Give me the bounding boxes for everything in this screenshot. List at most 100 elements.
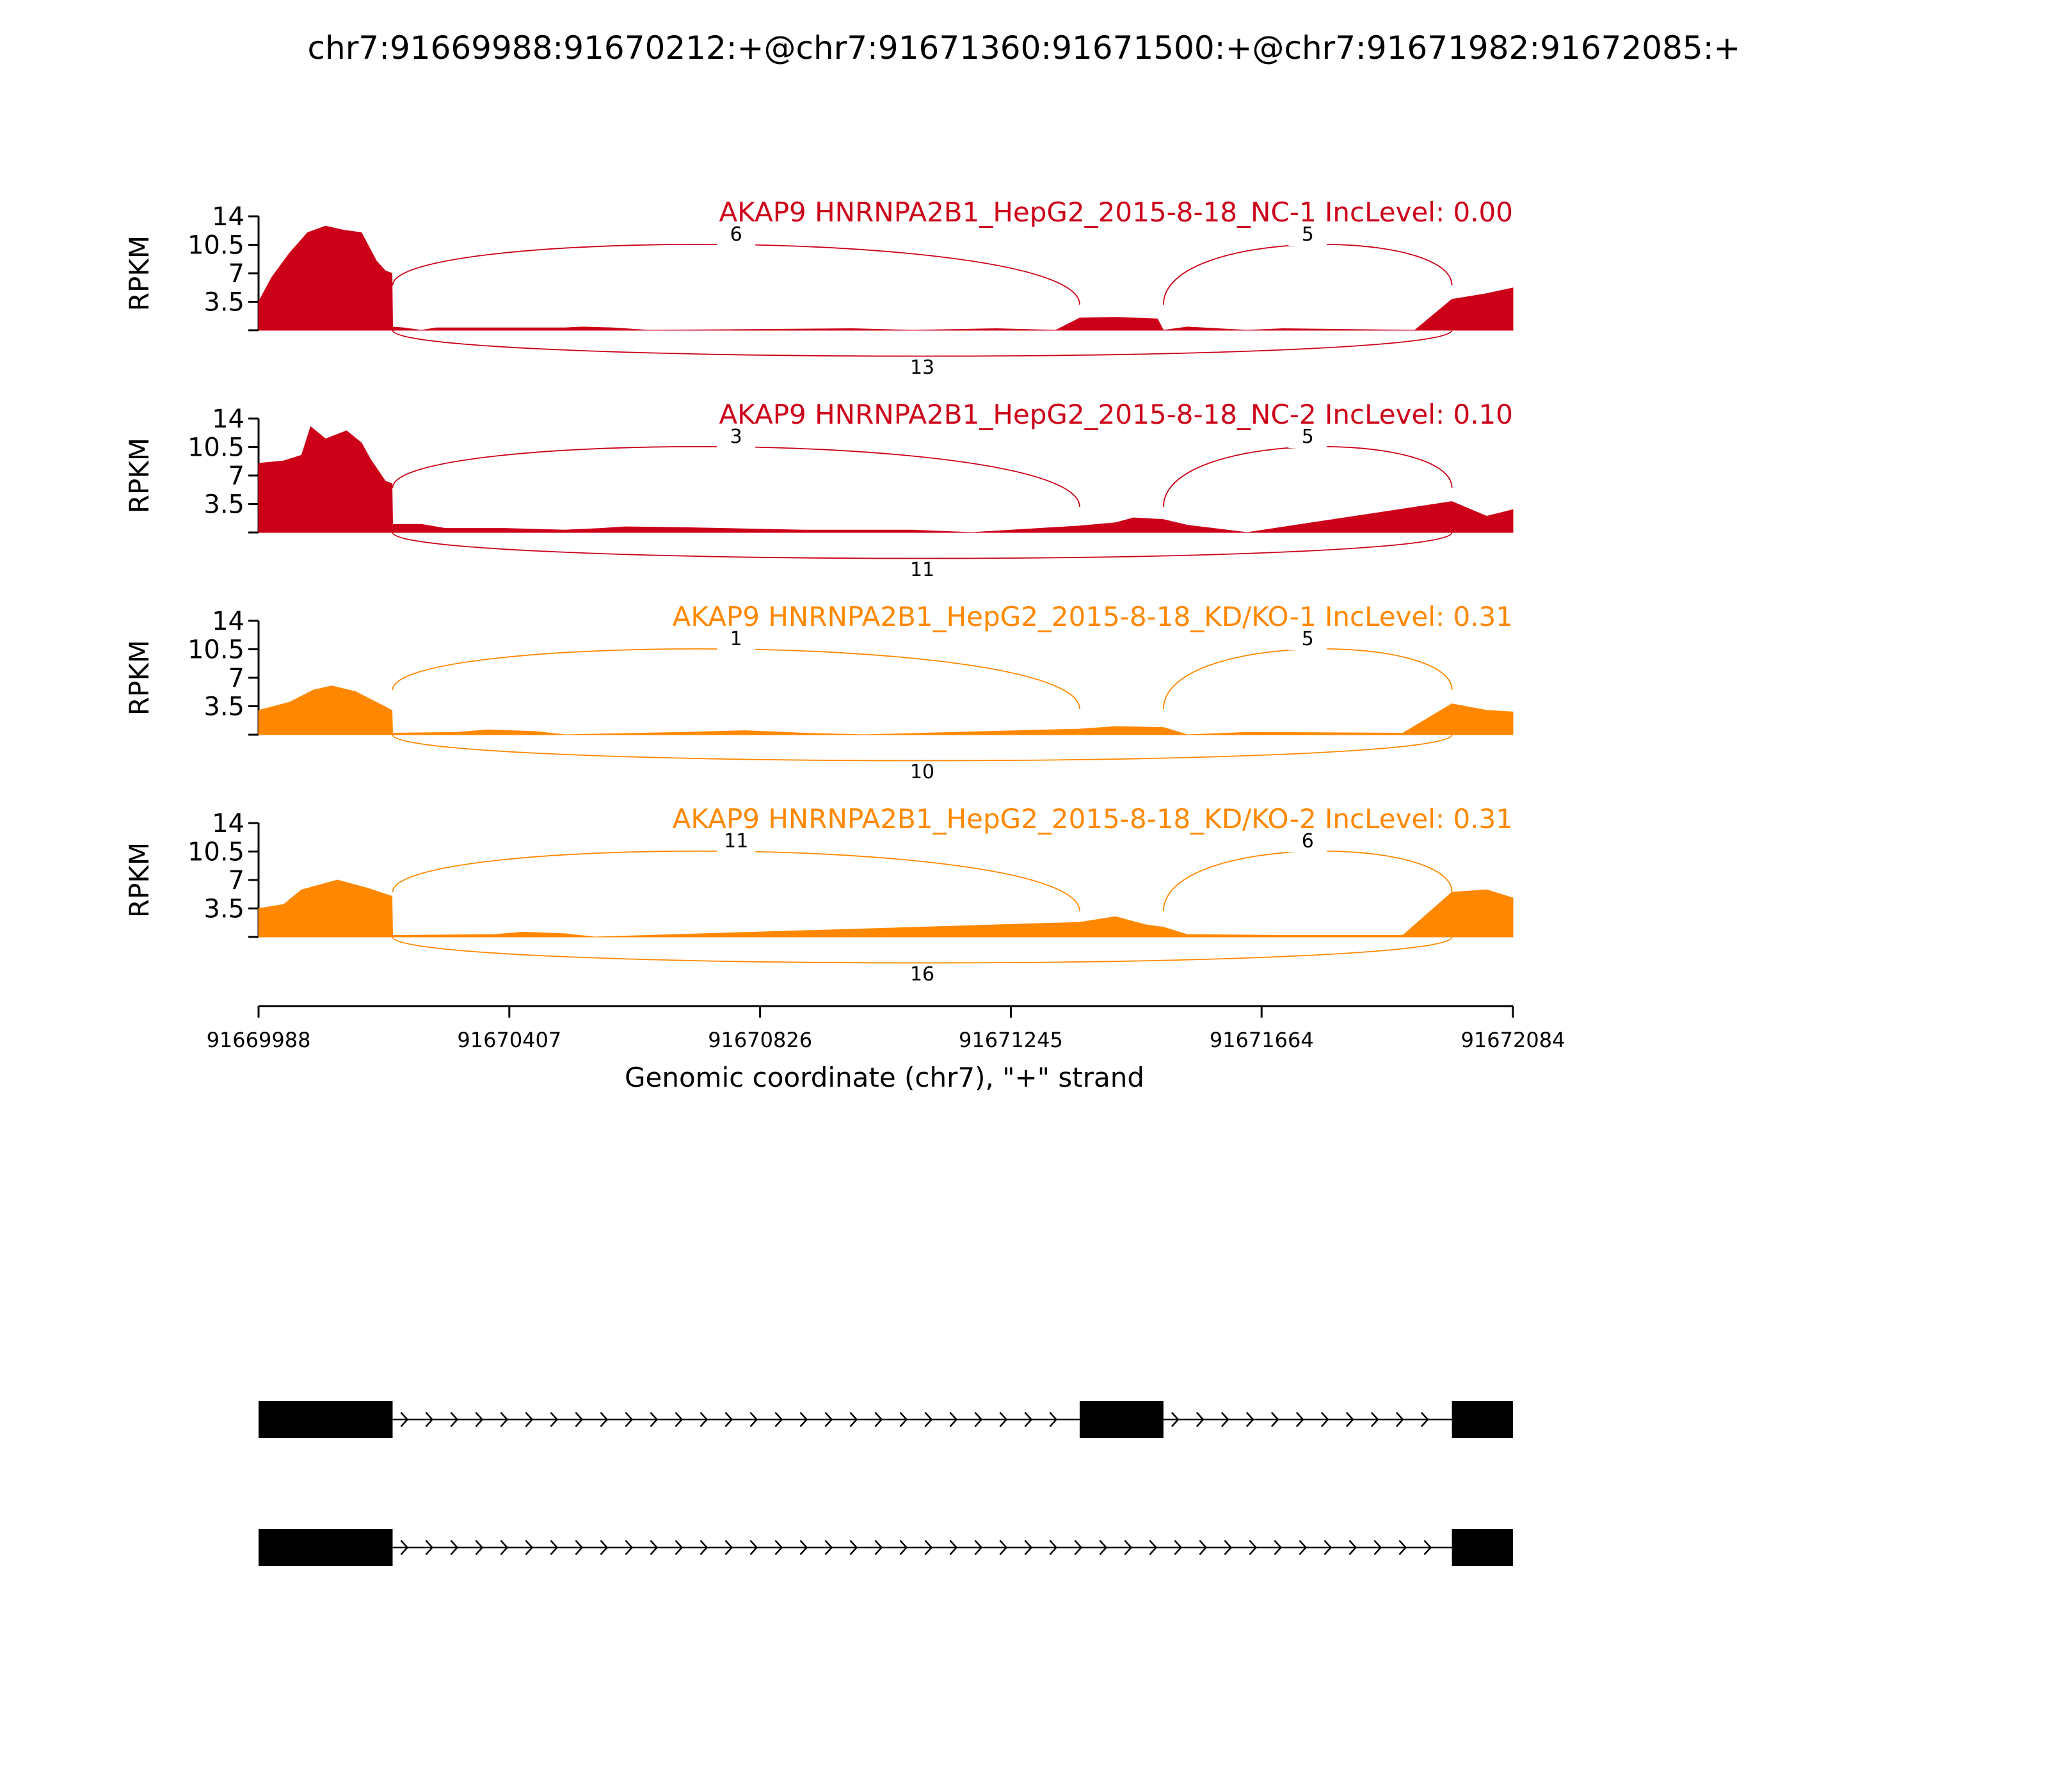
strand-arrow bbox=[1370, 1412, 1379, 1427]
strand-arrow bbox=[1395, 1412, 1404, 1427]
y-tick-label: 7 bbox=[228, 866, 244, 895]
junction-arc bbox=[1163, 243, 1453, 305]
y-tick-label: 3.5 bbox=[204, 490, 244, 520]
isoform-1 bbox=[259, 1401, 1513, 1438]
strand-arrow bbox=[799, 1540, 808, 1555]
y-axis-label: RPKM bbox=[124, 438, 155, 513]
junction-arc bbox=[392, 734, 1453, 762]
strand-arrow bbox=[500, 1412, 509, 1427]
strand-arrow bbox=[1196, 1412, 1204, 1427]
strand-arrow bbox=[575, 1540, 584, 1555]
strand-arrow bbox=[949, 1412, 958, 1427]
strand-arrow bbox=[1274, 1540, 1283, 1555]
strand-arrow bbox=[700, 1540, 708, 1555]
strand-arrow bbox=[799, 1412, 808, 1427]
junction-count: 10 bbox=[910, 761, 934, 783]
junction-label-bg bbox=[903, 965, 942, 986]
strand-arrow bbox=[650, 1412, 659, 1427]
strand-arrow bbox=[550, 1412, 559, 1427]
strand-arrow bbox=[1049, 1540, 1058, 1555]
coverage-area bbox=[258, 426, 1514, 533]
strand-arrow bbox=[999, 1412, 1008, 1427]
strand-arrow bbox=[724, 1412, 733, 1427]
isoform-models bbox=[259, 1401, 1513, 1566]
junction-count: 6 bbox=[730, 223, 742, 246]
strand-arrow bbox=[600, 1412, 609, 1427]
strand-arrow bbox=[774, 1412, 783, 1427]
exon-block bbox=[1452, 1529, 1513, 1566]
strand-arrow bbox=[724, 1540, 733, 1555]
strand-arrow bbox=[974, 1412, 983, 1427]
y-tick-label: 3.5 bbox=[204, 288, 244, 317]
track-label: AKAP9 HNRNPA2B1_HepG2_2015-8-18_NC-1 Inc… bbox=[719, 196, 1513, 228]
junction-arc bbox=[392, 330, 1453, 357]
junction-label-bg bbox=[717, 630, 756, 650]
strand-arrow bbox=[749, 1412, 758, 1427]
junction-arc bbox=[392, 445, 1080, 508]
strand-arrow bbox=[899, 1540, 908, 1555]
strand-arrow bbox=[625, 1412, 634, 1427]
strand-arrow bbox=[824, 1540, 833, 1555]
strand-arrow bbox=[874, 1540, 883, 1555]
strand-arrow bbox=[1299, 1540, 1308, 1555]
y-tick-label: 10.5 bbox=[188, 636, 244, 665]
strand-arrow bbox=[874, 1412, 883, 1427]
strand-arrow bbox=[1199, 1540, 1208, 1555]
junction-count: 5 bbox=[1302, 426, 1314, 448]
junction-label-bg bbox=[717, 832, 756, 852]
strand-arrow bbox=[675, 1412, 684, 1427]
y-tick-label: 10.5 bbox=[188, 231, 244, 260]
strand-arrow bbox=[1348, 1540, 1357, 1555]
junction-count: 13 bbox=[910, 356, 934, 379]
junction-label-bg bbox=[1288, 630, 1327, 650]
x-tick-label: 91670826 bbox=[708, 1028, 812, 1052]
strand-arrow bbox=[425, 1412, 434, 1427]
strand-arrow bbox=[700, 1412, 708, 1427]
coverage-area bbox=[258, 879, 1514, 938]
strand-arrow bbox=[525, 1412, 534, 1427]
coverage-area bbox=[258, 225, 1514, 331]
junction-arc bbox=[392, 243, 1080, 305]
strand-arrow bbox=[650, 1540, 659, 1555]
strand-arrow bbox=[475, 1540, 484, 1555]
junction-count: 5 bbox=[1302, 223, 1314, 246]
junction-count: 3 bbox=[730, 426, 742, 448]
strand-arrow bbox=[1174, 1540, 1183, 1555]
junction-label-bg bbox=[717, 225, 756, 246]
exon-block bbox=[1452, 1401, 1513, 1438]
strand-arrow bbox=[425, 1540, 434, 1555]
strand-arrow bbox=[1345, 1412, 1354, 1427]
strand-arrow bbox=[1224, 1540, 1233, 1555]
junction-label-bg bbox=[1288, 225, 1327, 246]
strand-arrow bbox=[550, 1540, 559, 1555]
strand-arrow bbox=[450, 1540, 459, 1555]
y-tick-label: 14 bbox=[212, 202, 244, 232]
strand-arrow bbox=[1373, 1540, 1382, 1555]
strand-arrow bbox=[450, 1412, 459, 1427]
junction-label-bg bbox=[903, 561, 942, 581]
x-axis-label: Genomic coordinate (chr7), "+" strand bbox=[625, 1062, 1144, 1093]
y-tick-label: 10.5 bbox=[188, 838, 244, 867]
strand-arrow bbox=[400, 1540, 409, 1555]
junction-label-bg bbox=[903, 763, 942, 783]
exon-block bbox=[259, 1529, 393, 1566]
strand-arrow bbox=[400, 1412, 409, 1427]
junction-arc bbox=[392, 850, 1080, 912]
junction-label-bg bbox=[1288, 428, 1327, 448]
strand-arrow bbox=[949, 1540, 958, 1555]
x-tick-label: 91672084 bbox=[1461, 1028, 1565, 1052]
y-axis-label: RPKM bbox=[124, 842, 155, 918]
junction-label-bg bbox=[717, 428, 756, 448]
strand-arrow bbox=[475, 1412, 484, 1427]
strand-arrow bbox=[1324, 1540, 1332, 1555]
y-tick-label: 10.5 bbox=[188, 433, 244, 463]
strand-arrow bbox=[899, 1412, 908, 1427]
strand-arrow bbox=[600, 1540, 609, 1555]
strand-arrow bbox=[525, 1540, 534, 1555]
